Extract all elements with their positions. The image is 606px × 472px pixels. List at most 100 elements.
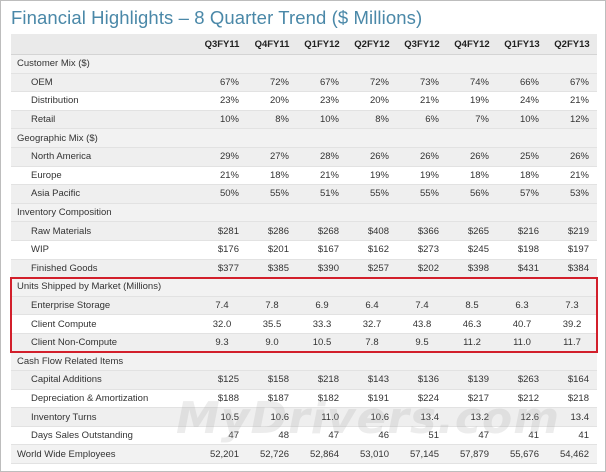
value-cell: 47 [447,426,497,446]
value-cell: 10.5 [197,407,247,427]
value-cell: $125 [197,370,247,390]
value-cell: $164 [547,370,597,390]
value-cell: 7.8 [247,296,297,316]
value-cell: 7.8 [347,333,397,353]
value-cell: $390 [297,259,347,279]
value-cell: $218 [297,370,347,390]
value-cell: 6.4 [347,296,397,316]
row-label: Client Non-Compute [11,333,197,353]
value-cell: 53,010 [347,444,397,465]
table-row: Depreciation & Amortization $188 $187 $182 $… [11,389,597,409]
value-cell [347,203,397,223]
value-cell: 10% [197,110,247,130]
value-cell [397,277,447,297]
value-cell [197,128,247,148]
value-cell: $202 [397,259,447,279]
value-cell: $216 [497,221,547,241]
value-cell: 27% [247,147,297,167]
value-cell: 26% [347,147,397,167]
value-cell: 41 [497,426,547,446]
value-cell: $366 [397,221,447,241]
value-cell [247,352,297,372]
value-cell [297,352,347,372]
value-cell [247,128,297,148]
value-cell [297,128,347,148]
value-cell [547,128,597,148]
column-header: Q3FY12 [397,34,447,55]
table-row: Days Sales Outstanding 47 48 47 46 51 47 41 41 [11,426,597,446]
value-cell: 23% [197,91,247,111]
value-cell: 47 [297,426,347,446]
section-row: Inventory Composition [11,203,597,223]
value-cell: 51 [397,426,447,446]
table-row: Capital Additions $125 $158 $218 $143 $136 $13… [11,370,597,390]
table-row: Client Compute 32.0 35.5 33.3 32.7 43.8 46.3 40… [11,314,597,334]
value-cell [347,128,397,148]
row-label: Client Compute [11,314,197,334]
value-cell: $182 [297,389,347,409]
value-cell: 33.3 [297,314,347,334]
value-cell: 19% [447,91,497,111]
value-cell: 43.8 [397,314,447,334]
value-cell: $218 [547,389,597,409]
value-cell: 11.0 [497,333,547,353]
value-cell: $212 [497,389,547,409]
value-cell: 57,145 [397,444,447,465]
row-label: Days Sales Outstanding [11,426,197,446]
value-cell [397,54,447,74]
value-cell: $201 [247,240,297,260]
value-cell: 11.0 [297,407,347,427]
value-cell: 21% [547,91,597,111]
column-header: Q1FY13 [497,34,547,55]
value-cell [397,128,447,148]
row-label: Retail [11,110,197,130]
value-cell: $265 [447,221,497,241]
value-cell [347,352,397,372]
financial-table-container: Q3FY11 Q4FY11 Q1FY12 Q2FY12 Q3FY12 Q4FY1… [10,34,598,465]
row-label: Distribution [11,91,197,111]
value-cell [247,54,297,74]
value-cell: $158 [247,370,297,390]
value-cell: 6.9 [297,296,347,316]
section-label: World Wide Employees [11,444,197,465]
table-row: WIP $176 $201 $167 $162 $273 $245 $198 $197 [11,240,597,260]
value-cell: $273 [397,240,447,260]
section-row: Units Shipped by Market (Millions) [11,277,597,297]
value-cell: 21% [197,166,247,186]
value-cell: 39.2 [547,314,597,334]
value-cell: 9.0 [247,333,297,353]
value-cell [447,203,497,223]
table-body: Customer Mix ($) OEM 67% 72% 67% 72% 73% 74% 66%… [11,54,597,465]
table-row: Retail 10% 8% 10% 8% 6% 7% 10% 12% [11,110,597,130]
value-cell: $398 [447,259,497,279]
value-cell [547,54,597,74]
value-cell: 67% [197,73,247,93]
value-cell: 51% [297,184,347,204]
value-cell: 10.5 [297,333,347,353]
value-cell: 7.4 [397,296,447,316]
value-cell: 72% [247,73,297,93]
value-cell [197,352,247,372]
column-header: Q2FY12 [347,34,397,55]
table-row: Distribution 23% 20% 23% 20% 21% 19% 24% 21% [11,91,597,111]
row-label: OEM [11,73,197,93]
value-cell: 21% [547,166,597,186]
value-cell: $143 [347,370,397,390]
value-cell: 52,726 [247,444,297,465]
section-row: Cash Flow Related Items [11,352,597,372]
value-cell: $188 [197,389,247,409]
section-row: Customer Mix ($) [11,54,597,74]
section-label: Inventory Composition [11,203,197,223]
table-row: OEM 67% 72% 67% 72% 73% 74% 66% 67% [11,73,597,93]
value-cell: 20% [247,91,297,111]
value-cell [247,277,297,297]
value-cell: 67% [547,73,597,93]
value-cell: 25% [497,147,547,167]
value-cell: $286 [247,221,297,241]
value-cell [297,54,347,74]
value-cell: 40.7 [497,314,547,334]
section-label: Customer Mix ($) [11,54,197,74]
value-cell [247,203,297,223]
value-cell: 50% [197,184,247,204]
